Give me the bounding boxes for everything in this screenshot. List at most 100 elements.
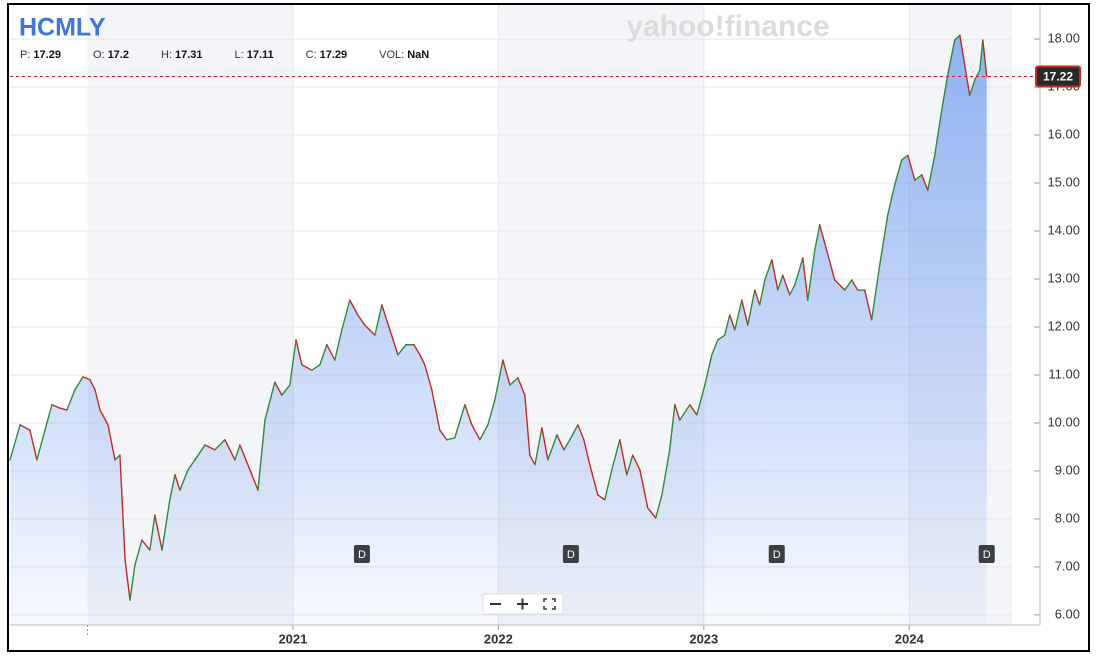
price-segment [679, 404, 691, 421]
price-segment [357, 314, 366, 326]
price-segment [807, 249, 816, 301]
frame [7, 3, 1090, 652]
price-segment [141, 539, 151, 551]
price-segment [597, 494, 606, 501]
price-segment [611, 439, 621, 471]
price-segment [689, 404, 698, 416]
y-tick-label: 16.00 [1047, 126, 1080, 141]
price-segment [771, 259, 779, 291]
price-segment [154, 514, 163, 551]
quote-value: 17.31 [175, 49, 203, 61]
x-tick-label: 2022 [484, 631, 513, 646]
price-segment [431, 389, 441, 431]
y-tick-label: 10.00 [1047, 414, 1080, 429]
price-segment [19, 424, 31, 431]
price-segment [149, 514, 156, 551]
price-segment [979, 39, 984, 71]
price-segment [464, 404, 473, 426]
price-segment [524, 394, 531, 456]
price-segment [264, 381, 276, 421]
price-segment [119, 454, 126, 561]
quote-label: L: [235, 49, 244, 61]
price-segment [214, 439, 226, 451]
price-segment [89, 379, 96, 391]
price-segment [204, 444, 216, 451]
price-segment [982, 39, 988, 78]
price-segment [169, 474, 176, 501]
price-segment [887, 184, 896, 216]
price-segment [439, 429, 448, 441]
y-tick-label: 8.00 [1055, 510, 1080, 525]
price-segment [711, 339, 719, 356]
y-tick-label: 14.00 [1047, 222, 1080, 237]
fullscreen[interactable] [543, 598, 556, 610]
price-segment [281, 384, 291, 396]
price-segment [759, 279, 766, 306]
price-segment [36, 429, 46, 461]
price-segment [249, 469, 259, 491]
price-segment [647, 507, 657, 519]
y-tick-label: 13.00 [1047, 270, 1080, 285]
quote-value: 17.2 [108, 49, 129, 61]
price-segment [569, 424, 579, 441]
price-segment [794, 257, 804, 286]
price-segment [446, 437, 456, 441]
axes: 6.00 7.00 8.00 9.00 10.00 11.00 12.00 13.00 14.0… [10, 5, 1081, 646]
price-segment [661, 449, 671, 496]
price-segment [424, 364, 433, 391]
price-segment [655, 494, 663, 519]
last-price-label: 17.22 [1043, 70, 1073, 84]
x-tick-label: 2021 [278, 631, 307, 646]
price-segment [334, 329, 343, 361]
price-segment [517, 377, 526, 396]
price-segment [754, 289, 761, 306]
price-segment [696, 384, 706, 416]
price-segment [914, 174, 923, 181]
price-segment [825, 249, 836, 281]
price-segment [632, 454, 641, 471]
price-segment [129, 564, 136, 601]
event-flag [768, 545, 785, 563]
price-segment [589, 464, 599, 496]
price-segment [419, 354, 426, 366]
price-segment [959, 34, 966, 66]
price-segment [389, 329, 399, 356]
price-segment [94, 389, 101, 411]
price-segment [907, 154, 916, 181]
y-tick-label: 9.00 [1055, 462, 1080, 477]
zoom-controls[interactable] [482, 593, 564, 615]
price-segment [934, 109, 943, 156]
price-segment [311, 364, 321, 371]
price-segment [44, 404, 53, 431]
price-segment [870, 264, 881, 321]
price-segment [946, 39, 956, 76]
price-segment [114, 454, 121, 461]
quote-label: C: [306, 49, 317, 61]
price-segment [9, 424, 21, 461]
price-segment [509, 377, 519, 386]
y-tick-label: 6.00 [1055, 606, 1080, 621]
price-segment [764, 259, 773, 281]
price-segment [295, 339, 303, 366]
quote-label: O: [93, 49, 105, 61]
price-segment [741, 299, 749, 326]
price-segment [734, 299, 743, 331]
last-price-tag [1035, 65, 1081, 88]
price-segment [863, 289, 873, 321]
price-segment [51, 404, 61, 409]
price-segment [577, 424, 585, 441]
price-segment [487, 399, 496, 426]
price-segment [66, 389, 76, 411]
price-segment [534, 427, 543, 466]
price-segment [674, 404, 681, 421]
price-segment [319, 344, 328, 366]
price-segment [529, 454, 536, 466]
price-segment [788, 284, 796, 296]
price-segment [604, 469, 613, 501]
price-segment [556, 434, 565, 451]
price-segment [289, 339, 297, 386]
price-segment [59, 407, 68, 411]
price-segment [134, 539, 143, 566]
